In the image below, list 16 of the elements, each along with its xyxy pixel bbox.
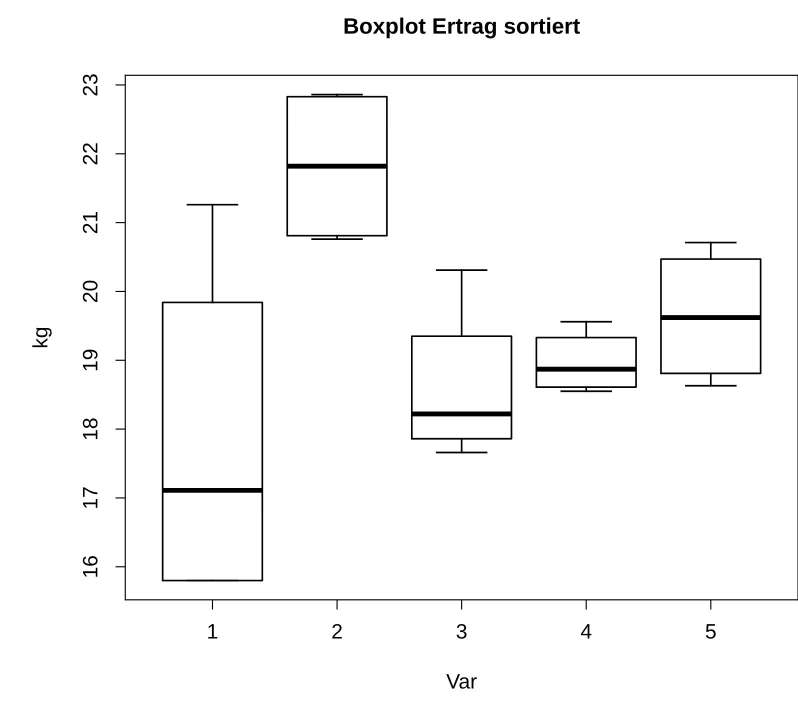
y-tick-label: 20 xyxy=(82,280,98,302)
chart-title: Boxplot Ertrag sortiert xyxy=(344,18,580,38)
y-tick-label: 19 xyxy=(82,350,98,370)
y-axis-title: kg xyxy=(32,328,52,348)
y-tick-label: 17 xyxy=(83,487,98,508)
y-tick-label: 22 xyxy=(82,143,98,164)
x-tick-label: 3 xyxy=(456,624,467,639)
x-tick-label: 5 xyxy=(706,624,716,639)
x-axis-title: Var xyxy=(446,674,477,689)
x-tick-label: 4 xyxy=(580,624,592,639)
x-tick-label: 1 xyxy=(208,624,218,639)
y-tick-label: 23 xyxy=(82,74,98,96)
y-tick-label: 21 xyxy=(82,212,98,234)
y-tick-label: 18 xyxy=(82,418,98,440)
x-tick-label: 2 xyxy=(332,624,342,639)
y-tick-label: 16 xyxy=(82,556,98,577)
